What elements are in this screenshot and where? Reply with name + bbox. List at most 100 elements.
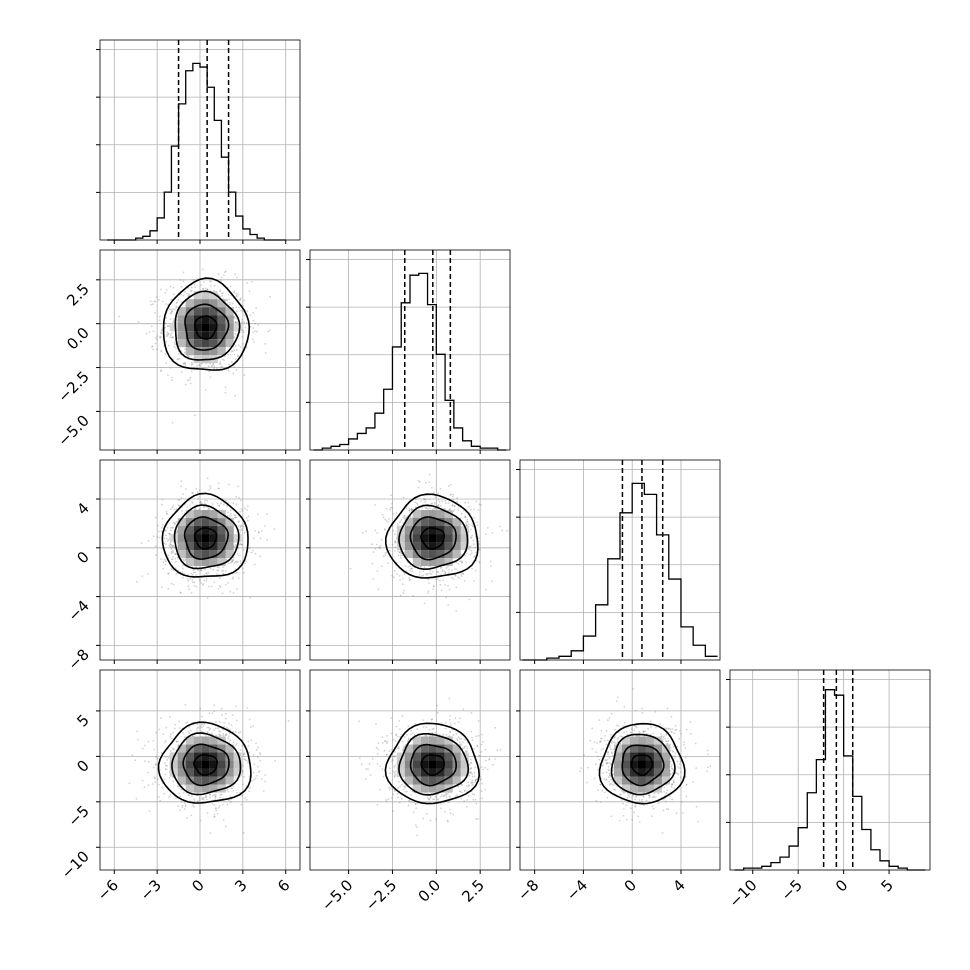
density-cell xyxy=(452,518,461,527)
sample-point xyxy=(168,544,171,547)
sample-point xyxy=(480,504,482,506)
density-cell xyxy=(193,307,202,316)
density-cell xyxy=(193,323,202,332)
sample-point xyxy=(465,785,468,787)
density-cell xyxy=(209,542,218,551)
sample-point xyxy=(209,727,212,730)
sample-point xyxy=(169,336,171,339)
sample-point xyxy=(446,793,449,795)
sample-point xyxy=(149,300,152,303)
sample-point xyxy=(460,573,463,576)
sample-point xyxy=(160,751,163,754)
sample-point xyxy=(202,796,205,799)
sample-point xyxy=(215,573,218,576)
sample-point xyxy=(242,329,245,332)
sample-point xyxy=(375,543,378,546)
sample-point xyxy=(449,731,452,734)
sample-point xyxy=(238,554,241,557)
sample-point xyxy=(190,286,193,289)
sample-point xyxy=(176,319,179,322)
density-cell xyxy=(428,558,437,567)
sample-point xyxy=(225,559,228,562)
sample-point xyxy=(152,330,155,333)
sample-point xyxy=(173,319,175,322)
sample-point xyxy=(172,521,175,524)
sample-point xyxy=(211,795,214,797)
sample-point xyxy=(465,520,468,523)
histogram-panel-1 xyxy=(306,249,511,451)
sample-point xyxy=(471,524,474,527)
sample-point xyxy=(210,365,213,367)
sample-point xyxy=(243,752,246,755)
sample-point xyxy=(159,799,162,802)
density-cell xyxy=(217,542,226,551)
sample-point xyxy=(169,334,172,337)
sample-point xyxy=(394,569,396,572)
sample-point xyxy=(167,325,170,327)
sample-point xyxy=(396,792,399,795)
sample-point xyxy=(389,549,391,552)
sample-point xyxy=(213,816,216,818)
sample-point xyxy=(227,581,230,584)
sample-point xyxy=(199,501,202,503)
density-cell xyxy=(193,291,202,300)
density-cell xyxy=(436,558,445,567)
sample-point xyxy=(177,499,180,501)
sample-point xyxy=(175,529,178,532)
sample-point xyxy=(179,809,181,812)
sample-point xyxy=(206,499,209,502)
sample-point xyxy=(200,363,203,365)
sample-point xyxy=(165,529,167,532)
sample-point xyxy=(171,506,174,509)
joint-content-3-0 xyxy=(100,670,300,870)
sample-point xyxy=(206,597,209,600)
sample-point xyxy=(399,551,401,554)
sample-point xyxy=(160,350,162,353)
sample-point xyxy=(198,799,201,802)
density-cell xyxy=(185,518,194,527)
sample-point xyxy=(171,546,174,548)
density-cell xyxy=(177,323,186,332)
density-cell xyxy=(193,542,202,551)
sample-point xyxy=(199,501,202,504)
sample-point xyxy=(471,567,473,570)
contour-2-1-3 xyxy=(420,527,445,550)
sample-point xyxy=(195,574,198,576)
sample-point xyxy=(247,761,250,764)
sample-point xyxy=(245,346,248,349)
sample-point xyxy=(476,524,479,526)
density-cell xyxy=(460,526,469,535)
sample-point xyxy=(475,778,478,781)
sample-point xyxy=(392,770,395,773)
sample-point xyxy=(254,530,256,532)
sample-point xyxy=(220,292,223,295)
histogram-step-0 xyxy=(107,62,286,241)
sample-point xyxy=(189,376,192,379)
sample-point xyxy=(465,524,467,526)
sample-point xyxy=(427,572,429,575)
sample-point xyxy=(249,325,252,328)
density-cell xyxy=(201,526,210,535)
sample-point xyxy=(183,572,185,575)
sample-point xyxy=(221,365,224,368)
sample-point xyxy=(229,800,232,803)
sample-point xyxy=(160,331,163,333)
sample-point xyxy=(248,547,251,550)
sample-point xyxy=(437,505,440,508)
sample-point xyxy=(410,568,413,570)
density-cell xyxy=(217,760,226,769)
sample-point xyxy=(183,736,186,739)
sample-point xyxy=(189,578,192,580)
sample-point xyxy=(232,576,235,579)
sample-point xyxy=(464,554,467,557)
sample-point xyxy=(436,505,439,507)
sample-point xyxy=(246,760,248,762)
sample-point xyxy=(175,740,178,743)
density-cell xyxy=(193,510,202,519)
sample-point xyxy=(453,504,456,507)
sample-point xyxy=(164,762,166,764)
sample-point xyxy=(464,522,467,525)
sample-point xyxy=(167,374,169,377)
sample-point xyxy=(175,321,178,324)
sample-point xyxy=(238,520,240,523)
